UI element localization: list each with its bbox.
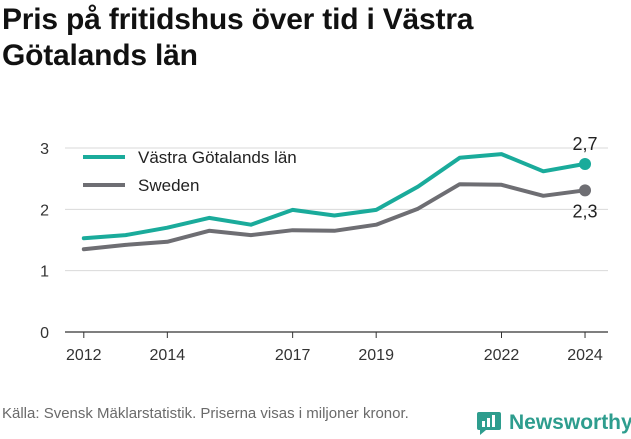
end-value-label: 2,7: [573, 134, 598, 154]
newsworthy-logo-icon: [477, 412, 501, 435]
y-tick-label: 0: [40, 325, 49, 342]
source-note: Källa: Svensk Mäklarstatistik. Priserna …: [2, 405, 409, 422]
x-tick-label: 2014: [150, 347, 186, 364]
page-title: Pris på fritidshus över tid i Västra Göt…: [2, 3, 474, 72]
brand-logo[interactable]: Newsworthy: [476, 408, 631, 438]
x-tick-label: 2017: [275, 347, 311, 364]
y-tick-label: 2: [40, 202, 49, 219]
end-value-label: 2,3: [573, 201, 598, 221]
x-tick-label: 2024: [567, 347, 603, 364]
legend-label: Västra Götalands län: [138, 148, 297, 167]
series-end-point-2: [579, 184, 592, 197]
legend-label: Sweden: [138, 176, 199, 195]
series-end-point-1: [579, 157, 592, 170]
x-tick-label: 2022: [484, 347, 520, 364]
y-tick-label: 3: [40, 141, 49, 158]
x-axis: 2012 2014 2017 2019 2022 2024: [66, 332, 603, 364]
series-line-1: [81, 152, 587, 241]
y-axis: 0 1 2 3: [40, 141, 49, 342]
series-lines: 2,7 2,3: [81, 134, 598, 252]
x-tick-label: 2019: [358, 347, 394, 364]
brand-name: Newsworthy: [509, 411, 631, 434]
y-tick-label: 1: [40, 264, 49, 281]
legend: Västra Götalands län Sweden: [83, 148, 297, 195]
series-line-2: [81, 182, 587, 252]
x-tick-label: 2012: [66, 347, 102, 364]
grid-lines: [65, 147, 608, 333]
